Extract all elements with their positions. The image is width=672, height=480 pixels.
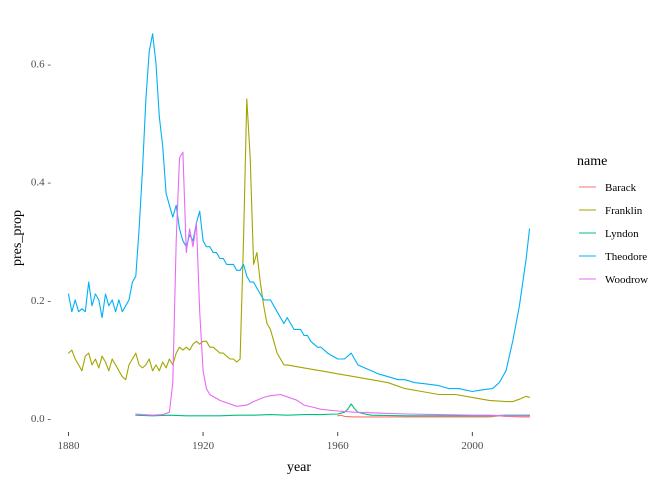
y-tick-label: 0.4 - [31,177,52,189]
x-axis-title: year [287,460,311,475]
series-line-theodore [67,33,531,393]
y-tick-label: 0.0 - [31,413,52,425]
x-axis: 1880 1920 1960 2000 [57,432,484,452]
y-axis: 0.0 - 0.2 - 0.4 - 0.6 - [31,58,52,425]
x-tick-label: 1880 [57,440,80,452]
y-tick-label: 0.2 - [31,295,52,307]
legend-label-woodrow: Woodrow [605,274,648,286]
series-line-woodrow [135,151,531,417]
series-line-franklin [67,98,531,403]
legend-label-barack: Barack [605,182,637,194]
y-axis-title: pres_prop [10,210,25,266]
x-tick-label: 1960 [327,440,350,452]
legend-label-lyndon: Lyndon [605,228,639,240]
legend-title: name [577,154,607,169]
y-tick-label: 0.6 - [31,58,52,70]
x-tick-label: 1920 [192,440,215,452]
legend-label-franklin: Franklin [605,205,643,217]
plot-area [67,33,531,418]
series-line-lyndon [135,403,531,417]
legend: name Barack Franklin Lyndon Theodore Woodrow [577,154,648,286]
legend-label-theodore: Theodore [605,251,647,263]
x-tick-label: 2000 [461,440,484,452]
series-line-barack [337,414,531,418]
